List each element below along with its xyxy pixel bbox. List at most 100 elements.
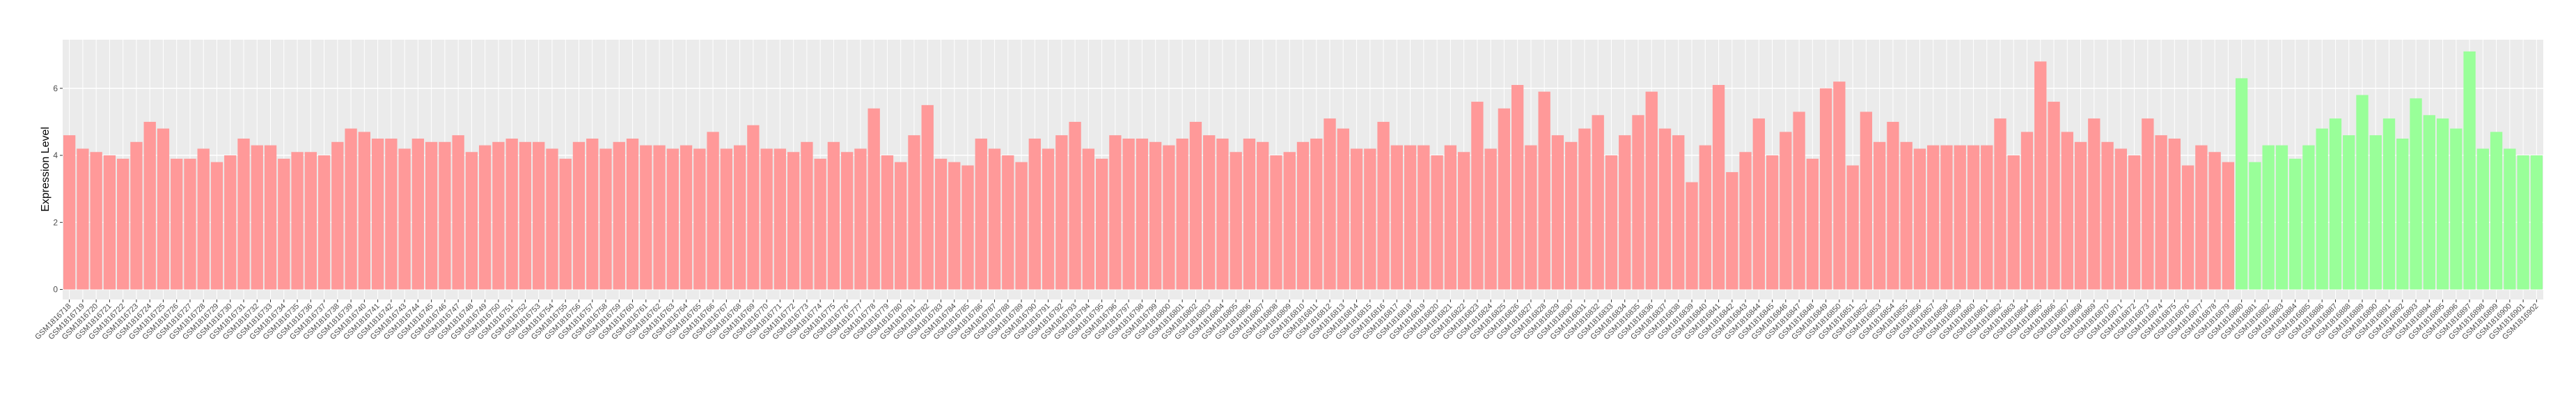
- bar: [117, 158, 129, 290]
- y-tick-label: 2: [53, 217, 58, 227]
- bar: [1243, 138, 1256, 290]
- bar: [895, 162, 907, 290]
- bar: [720, 148, 733, 290]
- bar: [1887, 121, 1899, 290]
- bar: [2114, 148, 2127, 290]
- bar: [2396, 138, 2409, 290]
- bar: [934, 158, 948, 290]
- bar: [2020, 132, 2034, 290]
- bar: [1069, 121, 1081, 290]
- bar: [1846, 165, 1859, 290]
- bar: [157, 128, 170, 290]
- bar: [2088, 118, 2100, 290]
- bar: [1498, 108, 1511, 290]
- bar: [278, 158, 290, 290]
- bar: [1525, 145, 1537, 290]
- bar: [1645, 91, 1658, 290]
- bar: [345, 128, 357, 290]
- bar: [210, 162, 223, 290]
- y-tick-label: 6: [53, 84, 58, 93]
- bar: [1658, 128, 1672, 290]
- bar: [2048, 102, 2060, 290]
- bar: [1940, 145, 1953, 290]
- bar: [291, 152, 304, 290]
- bar: [1686, 182, 1698, 290]
- bar: [975, 138, 987, 290]
- bar: [143, 121, 156, 290]
- bar: [1619, 135, 1631, 290]
- bar: [2423, 115, 2435, 290]
- bar: [2074, 141, 2087, 290]
- bar: [1726, 172, 1738, 290]
- bar: [2463, 51, 2476, 290]
- bar: [452, 135, 464, 290]
- bar: [1310, 138, 1323, 290]
- bar: [2195, 145, 2208, 290]
- bar: [1712, 84, 1725, 290]
- bar: [733, 145, 746, 290]
- y-axis-title: Expression Level: [40, 127, 52, 212]
- bar: [1592, 115, 1604, 290]
- bar: [398, 148, 411, 290]
- bar: [2517, 155, 2529, 290]
- bar: [666, 148, 679, 290]
- bar: [1538, 91, 1550, 290]
- bar: [626, 138, 639, 290]
- bar: [103, 155, 116, 290]
- bar: [1793, 111, 1805, 290]
- bar: [1149, 141, 1162, 290]
- bar: [171, 158, 183, 290]
- bar: [1189, 121, 1202, 290]
- bar: [1109, 135, 1122, 290]
- bar: [2302, 145, 2315, 290]
- bar: [197, 148, 210, 290]
- bar: [760, 148, 773, 290]
- bar: [1551, 135, 1564, 290]
- bar: [1176, 138, 1188, 290]
- bar: [1484, 148, 1497, 290]
- bar: [773, 148, 787, 290]
- bar: [1565, 141, 1578, 290]
- bar: [841, 152, 854, 290]
- bar: [948, 162, 961, 290]
- bar: [1873, 141, 1886, 290]
- bar: [881, 155, 894, 290]
- bar: [1511, 84, 1524, 290]
- bar: [492, 141, 505, 290]
- bar: [1015, 162, 1028, 290]
- bar: [2530, 155, 2543, 290]
- bar: [814, 158, 826, 290]
- bar: [1780, 132, 1792, 290]
- bar: [264, 145, 277, 290]
- bar: [411, 138, 425, 290]
- bar: [1270, 155, 1282, 290]
- bar: [1122, 138, 1135, 290]
- bar: [1806, 158, 1819, 290]
- bar: [1002, 155, 1014, 290]
- bar: [2155, 135, 2167, 290]
- bar: [2249, 162, 2261, 290]
- bar: [653, 145, 666, 290]
- bar: [2369, 135, 2382, 290]
- bar: [425, 141, 438, 290]
- bar: [1082, 148, 1095, 290]
- bar: [2436, 118, 2449, 290]
- bar: [2128, 155, 2141, 290]
- bar: [2329, 118, 2342, 290]
- bar: [559, 158, 572, 290]
- bar: [1967, 145, 1980, 290]
- bar: [707, 132, 719, 290]
- bar: [1431, 155, 1443, 290]
- bar: [2275, 145, 2288, 290]
- bar: [1632, 115, 1644, 290]
- bar: [1860, 111, 1873, 290]
- bar: [2181, 165, 2194, 290]
- bar: [224, 155, 237, 290]
- bar: [1163, 145, 1175, 290]
- bar: [2504, 148, 2516, 290]
- bar: [1766, 155, 1779, 290]
- bar: [2142, 118, 2154, 290]
- bar: [1377, 121, 1390, 290]
- bar: [533, 141, 545, 290]
- bar: [2490, 132, 2503, 290]
